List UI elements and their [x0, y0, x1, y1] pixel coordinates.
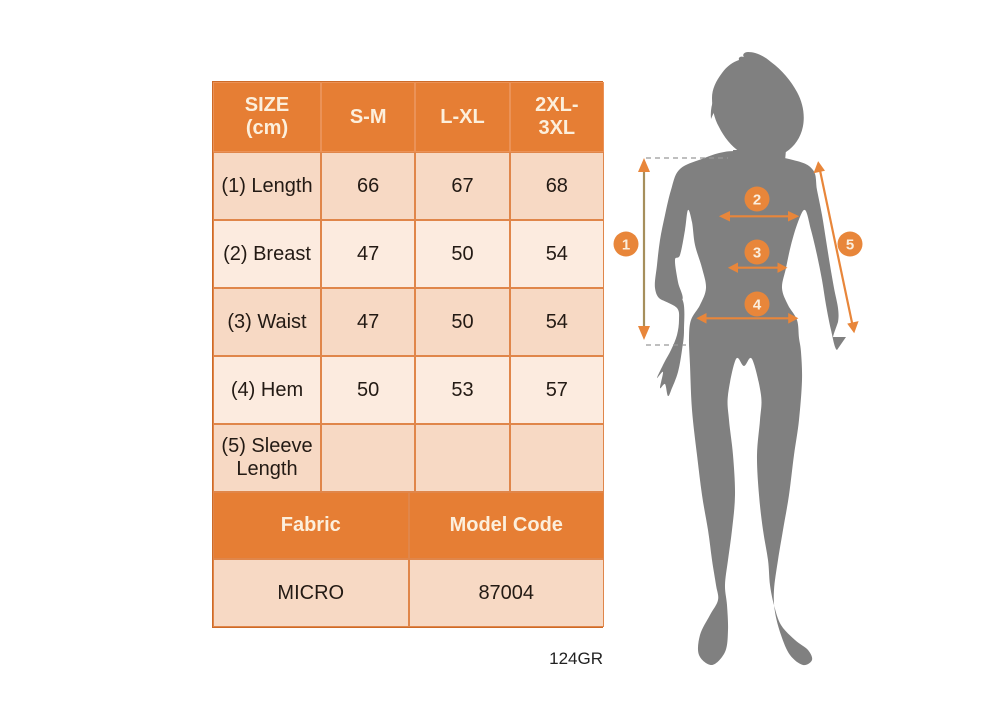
svg-text:4: 4: [753, 297, 762, 314]
svg-text:5: 5: [846, 237, 854, 254]
svg-text:3: 3: [753, 245, 761, 262]
svg-text:2: 2: [753, 192, 761, 209]
svg-text:1: 1: [622, 237, 630, 254]
